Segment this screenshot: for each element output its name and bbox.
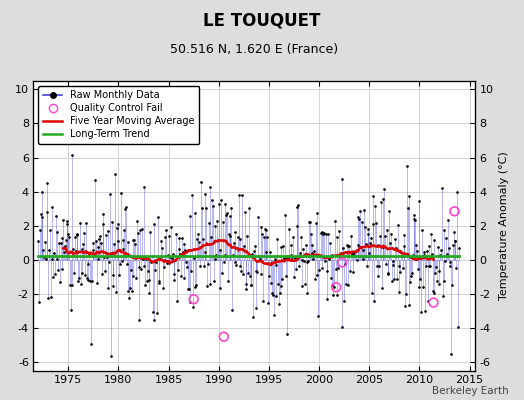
Point — [190, 296, 198, 302]
Point — [429, 299, 438, 306]
Legend: Raw Monthly Data, Quality Control Fail, Five Year Moving Average, Long-Term Tren: Raw Monthly Data, Quality Control Fail, … — [38, 86, 200, 144]
Text: Berkeley Earth: Berkeley Earth — [432, 386, 508, 396]
Text: LE TOUQUET: LE TOUQUET — [203, 12, 321, 30]
Point — [338, 259, 346, 266]
Point — [450, 208, 458, 214]
Title: 50.516 N, 1.620 E (France): 50.516 N, 1.620 E (France) — [170, 43, 338, 56]
Point — [332, 284, 340, 290]
Y-axis label: Temperature Anomaly (°C): Temperature Anomaly (°C) — [499, 152, 509, 300]
Point — [220, 334, 228, 340]
